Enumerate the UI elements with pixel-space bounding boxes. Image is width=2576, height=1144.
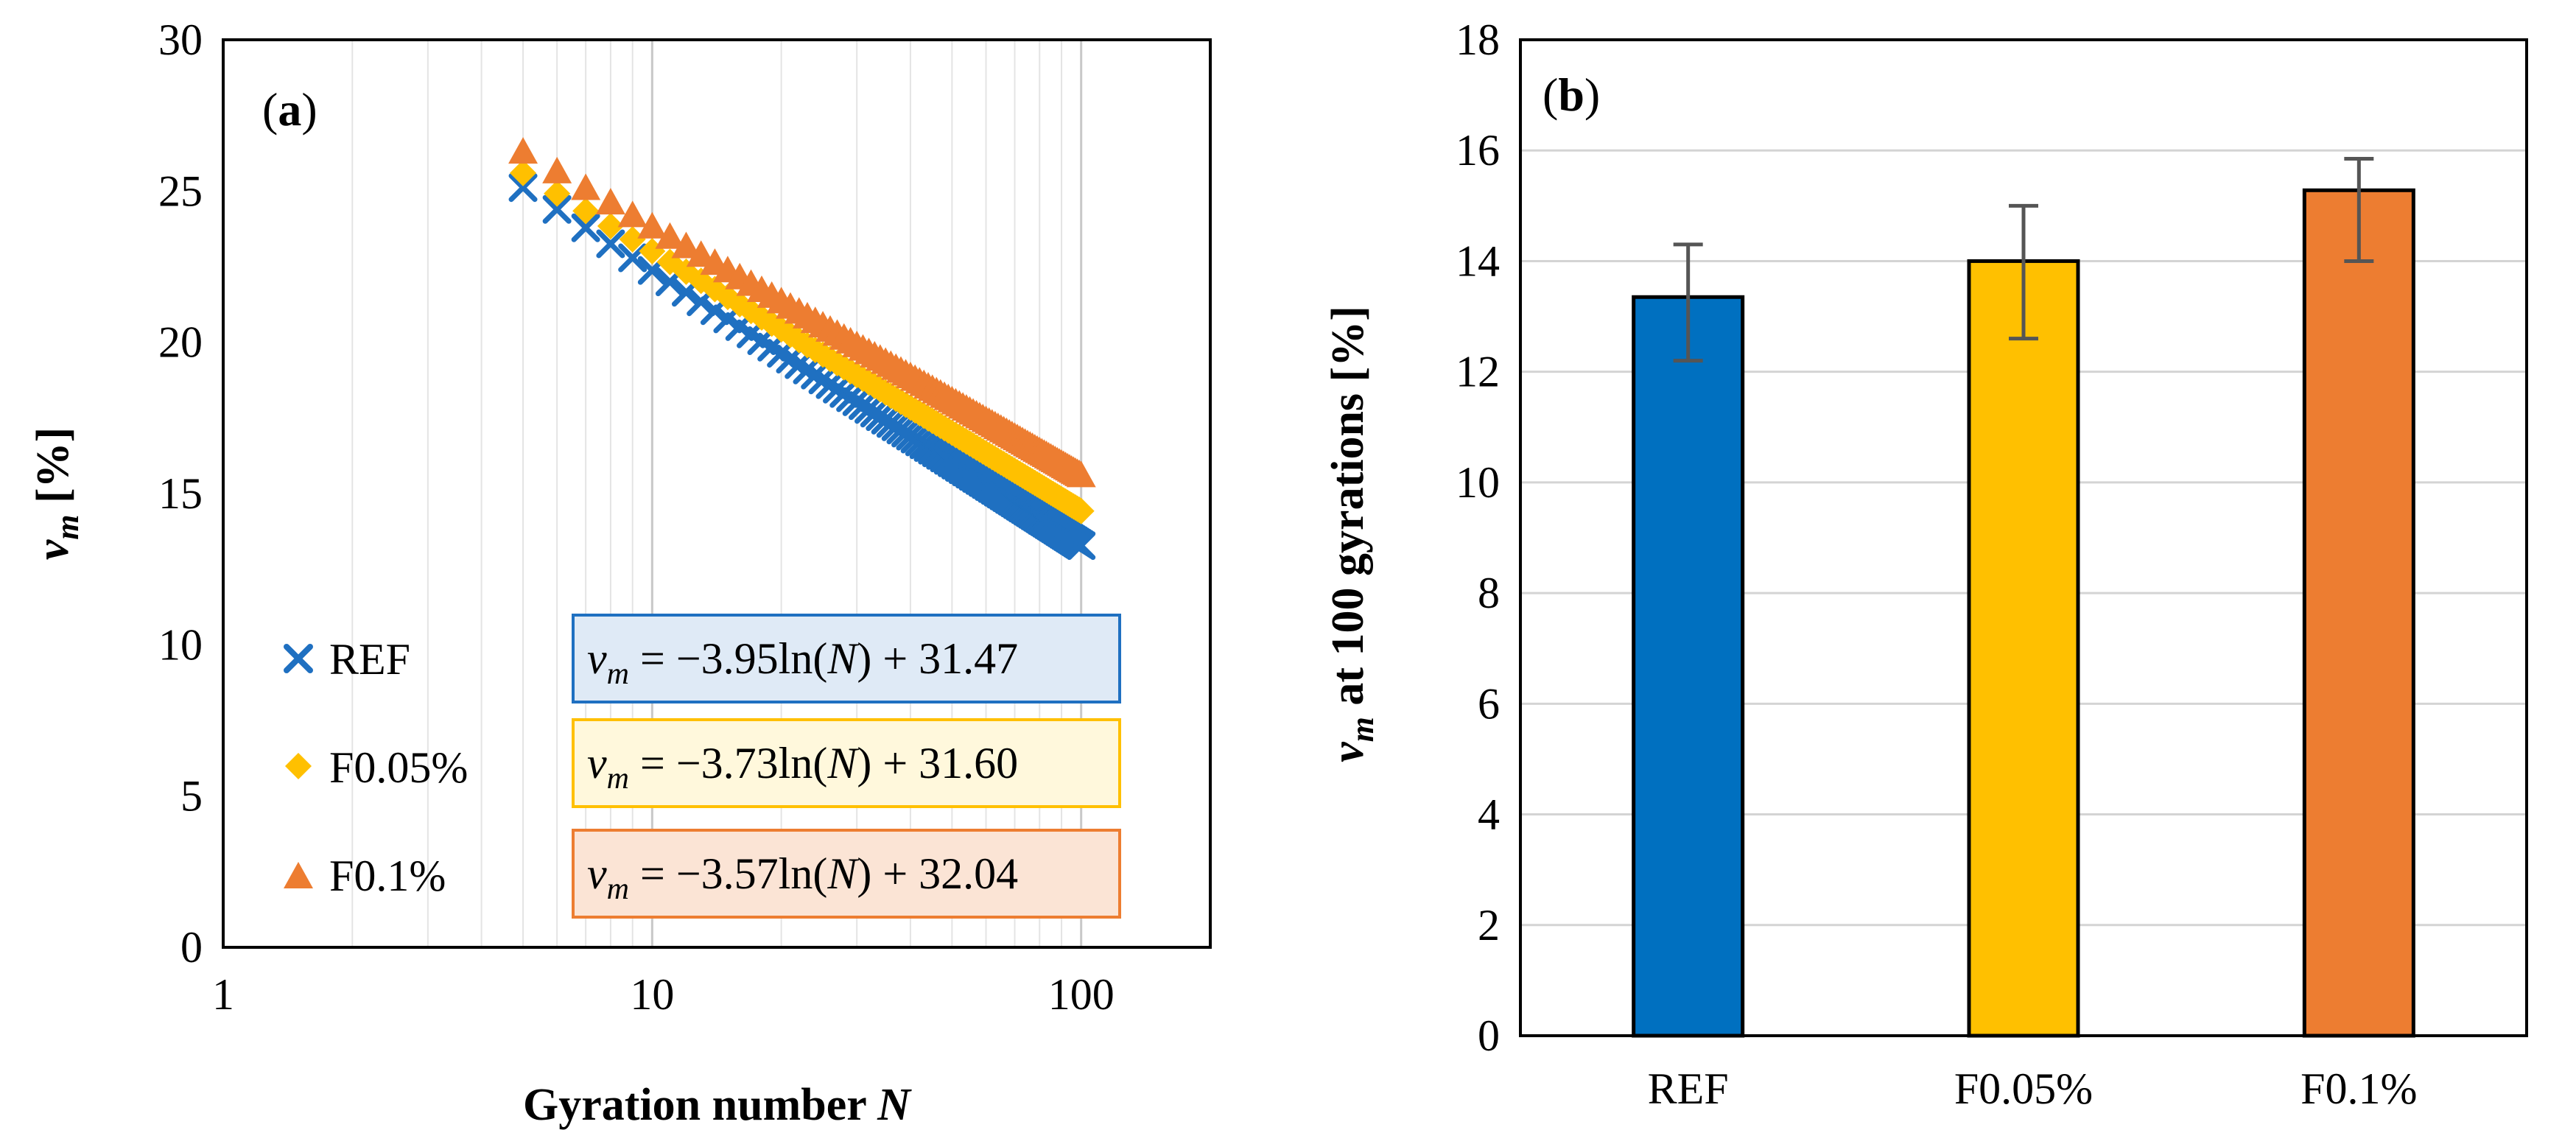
panel-a-x-axis-title: Gyration number N	[523, 1080, 912, 1130]
x-tick-label: F0.05%	[1954, 1064, 2093, 1113]
x-tick-label: 1	[212, 970, 234, 1019]
y-tick-label: 10	[158, 620, 203, 669]
data-point	[1066, 460, 1096, 488]
legend-label-f005: F0.05%	[329, 743, 468, 792]
y-tick-label: 0	[1478, 1011, 1500, 1060]
data-point	[595, 188, 625, 215]
series-REF	[508, 173, 1096, 561]
equation-box-ref: vm = −3.95ln(N) + 31.47	[572, 614, 1121, 703]
y-tick-label: 12	[1456, 348, 1500, 396]
error-bar	[2009, 203, 2038, 341]
panel-a-line-chart: 0 5 10 15 20 25 30 1 10 100 (a) Gyration number …	[28, 15, 1212, 1130]
panel-b-x-tick-labels: REF F0.05% F0.1%	[1648, 1064, 2418, 1113]
legend-label-ref: REF	[329, 635, 410, 684]
y-tick-label: 30	[158, 15, 203, 64]
error-bar	[1673, 242, 1703, 363]
bar	[1967, 259, 2080, 1038]
equation-ref: vm = −3.95ln(N) + 31.47	[587, 634, 1018, 691]
y-tick-label: 18	[1456, 15, 1500, 64]
panel-a-label: (a)	[262, 83, 317, 136]
panel-a-y-tick-labels: 0 5 10 15 20 25 30	[158, 15, 203, 972]
data-point	[542, 156, 572, 183]
panel-a-legend: REF F0.05% F0.1%	[284, 635, 468, 900]
y-tick-label: 6	[1478, 679, 1500, 728]
x-tick-label: 10	[630, 970, 674, 1019]
panel-b-bar-chart: 0 2 4 6 8 10 12 14 16 18 REF F0.05% F0.1% (b) vm at…	[1323, 15, 2528, 1113]
x-tick-label: REF	[1648, 1064, 1729, 1113]
legend-item-ref: REF	[284, 635, 410, 684]
panel-a-y-axis-title: vm [%]	[28, 427, 85, 561]
legend-marker-triangle-icon	[284, 862, 313, 888]
legend-marker-x-icon	[284, 644, 313, 673]
series-F0.1%	[508, 137, 1096, 488]
data-point	[617, 200, 647, 228]
data-point	[542, 194, 572, 224]
equation-f005: vm = −3.73ln(N) + 31.60	[587, 739, 1018, 796]
panel-b-y-axis-title: vm at 100 gyrations [%]	[1323, 306, 1380, 762]
equation-f01: vm = −3.57ln(N) + 32.04	[587, 849, 1018, 906]
panel-a-frame	[222, 38, 1212, 949]
y-tick-label: 5	[180, 772, 203, 821]
legend-item-f005: F0.05%	[285, 743, 468, 792]
legend-label-f01: F0.1%	[329, 852, 446, 900]
data-point	[571, 173, 601, 200]
data-point	[508, 173, 538, 203]
legend-item-f01: F0.1%	[284, 852, 446, 900]
data-point	[510, 159, 537, 186]
y-tick-label: 20	[158, 318, 203, 367]
panel-a-gridlines	[222, 40, 1083, 947]
y-tick-label: 10	[1456, 458, 1500, 507]
y-tick-label: 4	[1478, 790, 1500, 839]
y-tick-label: 25	[158, 166, 203, 215]
y-tick-label: 8	[1478, 569, 1500, 617]
data-point	[544, 180, 571, 207]
data-point	[619, 225, 646, 253]
y-tick-label: 16	[1456, 126, 1500, 175]
legend-marker-diamond-icon	[285, 753, 312, 779]
x-tick-label: 100	[1048, 970, 1115, 1019]
panel-b-label: (b)	[1543, 69, 1600, 121]
error-bar	[2344, 156, 2374, 263]
data-point	[596, 229, 625, 259]
bar	[1632, 295, 1745, 1038]
y-tick-label: 14	[1456, 236, 1500, 285]
equation-box-f01: vm = −3.57ln(N) + 32.04	[572, 829, 1121, 919]
data-point	[671, 231, 701, 259]
data-point	[572, 197, 600, 225]
data-point	[1067, 531, 1096, 561]
data-point	[655, 222, 685, 249]
data-point	[637, 211, 667, 239]
y-tick-label: 2	[1478, 901, 1500, 950]
panel-b-frame	[1519, 38, 2528, 1037]
x-tick-label: F0.1%	[2300, 1064, 2417, 1113]
y-tick-label: 0	[180, 923, 203, 972]
data-point	[571, 213, 600, 242]
data-point	[1067, 497, 1095, 524]
panel-b-bars	[1632, 156, 2415, 1038]
panel-a-series	[508, 137, 1096, 561]
bar	[2302, 188, 2415, 1038]
y-tick-label: 15	[158, 469, 203, 518]
data-point	[597, 212, 624, 239]
equation-box-f005: vm = −3.73ln(N) + 31.60	[572, 718, 1121, 808]
panel-b-y-tick-labels: 0 2 4 6 8 10 12 14 16 18	[1456, 15, 1500, 1060]
series-F0.05%	[510, 159, 1095, 524]
panel-a-x-tick-labels: 1 10 100	[212, 970, 1115, 1019]
data-point	[508, 137, 538, 164]
